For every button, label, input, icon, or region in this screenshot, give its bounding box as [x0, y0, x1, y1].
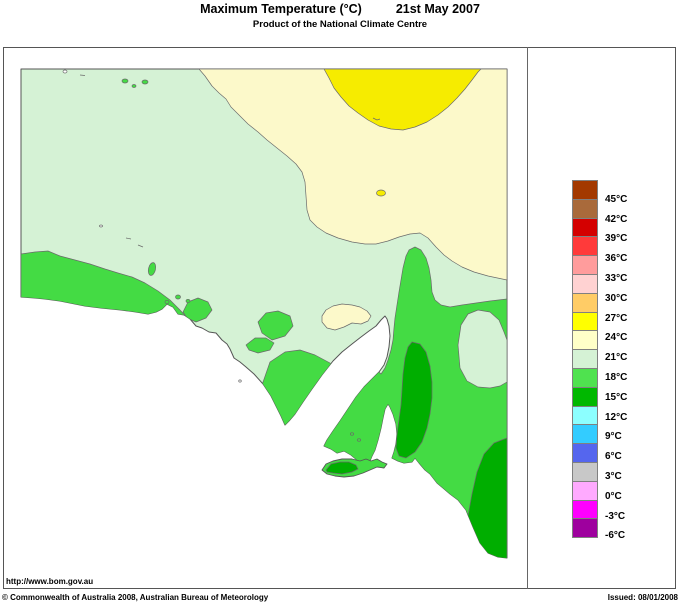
- legend-swatch: [572, 349, 598, 369]
- legend-swatch: [572, 198, 598, 219]
- legend-label: 30°C: [605, 292, 628, 304]
- issued-date: Issued: 08/01/2008: [607, 593, 678, 602]
- source-url: http://www.bom.gov.au: [6, 577, 94, 586]
- legend-label: -3°C: [605, 510, 626, 522]
- small-islands: [62, 69, 381, 442]
- legend-label: 21°C: [605, 352, 628, 364]
- region-21-24c-patch: [321, 303, 372, 331]
- region-24-27c: [323, 69, 482, 131]
- legend-swatch: [572, 236, 598, 257]
- legend-swatch: [572, 217, 598, 238]
- legend-label: 36°C: [605, 253, 628, 265]
- legend-scale: 45°C 42°C 39°C 36°C 33°C 30°C 27°C 24°C 21°C 18°C…: [572, 180, 652, 560]
- legend-swatch: [572, 443, 598, 463]
- copyright-text: © Commonwealth of Australia 2008, Austra…: [2, 593, 269, 602]
- legend-panel-divider: [527, 47, 528, 589]
- page-title-row: Maximum Temperature (°C) 21st May 2007: [0, 2, 680, 16]
- legend-label: 12°C: [605, 411, 628, 423]
- legend-swatch: [572, 424, 598, 445]
- region-12-15c-ranges: [395, 341, 433, 459]
- legend-label: 27°C: [605, 312, 628, 324]
- page-title: Maximum Temperature (°C): [200, 2, 362, 16]
- legend-swatch: [572, 273, 598, 294]
- legend-swatch: [572, 311, 598, 332]
- legend-swatch: [572, 292, 598, 313]
- legend-swatch: [572, 367, 598, 388]
- legend-swatch: [572, 518, 598, 539]
- legend-label: 24°C: [605, 332, 628, 344]
- region-15-18c-lower-eyre: [261, 349, 343, 445]
- legend-swatch: [572, 386, 598, 407]
- legend-swatch: [572, 255, 598, 275]
- legend-swatch: [572, 330, 598, 351]
- legend-label: 0°C: [605, 490, 622, 502]
- legend-label: 45°C: [605, 193, 628, 205]
- region-18-21c-inlet: [457, 309, 507, 389]
- page-subtitle: Product of the National Climate Centre: [252, 19, 428, 30]
- legend-label: 15°C: [605, 391, 628, 403]
- legend-label: 3°C: [605, 471, 622, 482]
- legend-label: 39°C: [605, 233, 628, 245]
- region-24-27c-spot: [376, 189, 386, 197]
- region-15-18c-patch-b: [257, 310, 294, 341]
- legend-label: 42°C: [605, 213, 628, 225]
- legend-swatch: [572, 405, 598, 426]
- legend-label: -6°C: [605, 530, 626, 542]
- legend-label: 33°C: [605, 273, 628, 284]
- page-date: 21st May 2007: [395, 2, 480, 16]
- region-15-18c-patch-c: [245, 337, 275, 354]
- legend-swatch: [572, 461, 598, 482]
- region-21-24c: [198, 69, 507, 281]
- legend-label: 18°C: [605, 372, 628, 383]
- legend-swatch: [572, 480, 598, 501]
- kangaroo-island-12-15c: [325, 461, 359, 475]
- legend-label: 6°C: [605, 451, 622, 463]
- legend-swatch: [572, 180, 598, 200]
- legend-label: 9°C: [605, 431, 622, 443]
- legend-swatch: [572, 499, 598, 520]
